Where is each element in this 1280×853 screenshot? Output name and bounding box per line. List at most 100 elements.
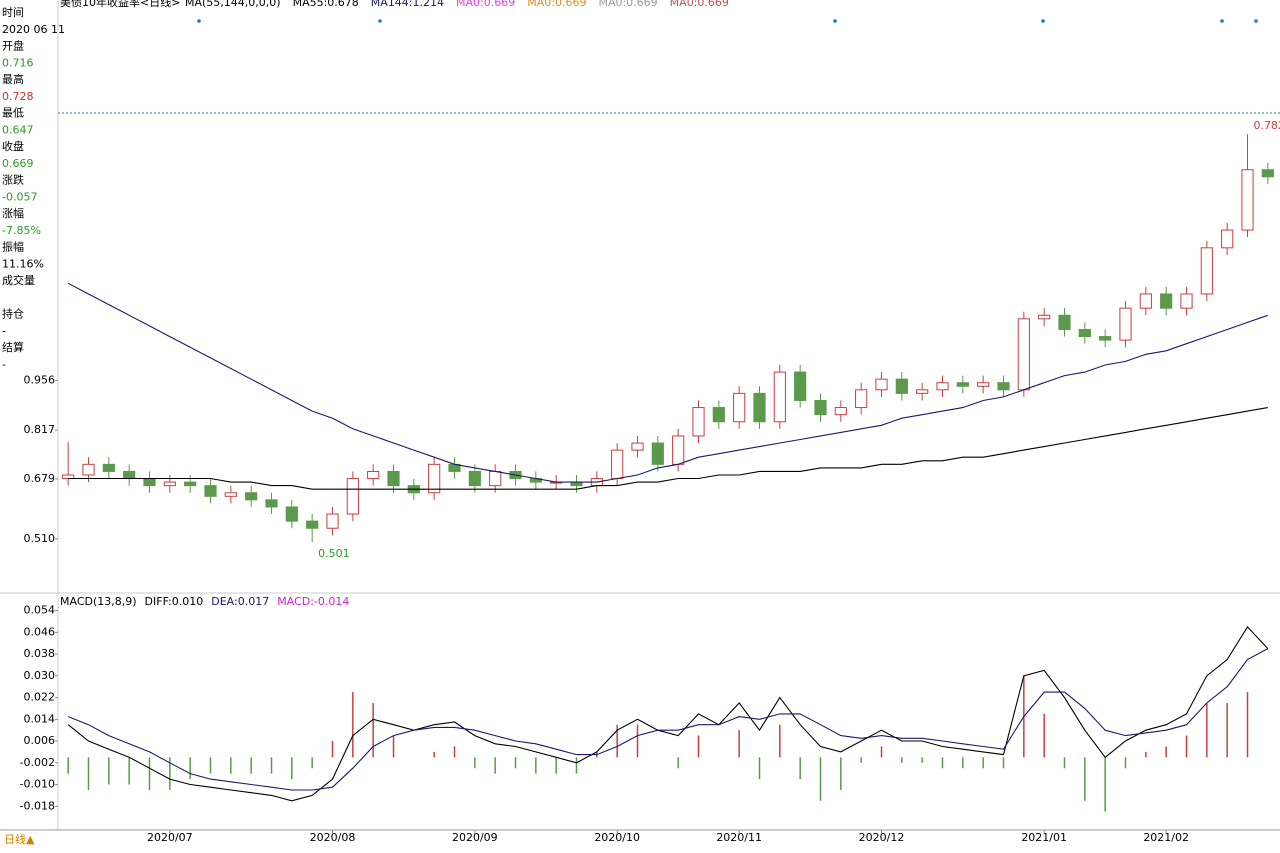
info-label: 涨跌 xyxy=(2,173,24,187)
candle-body xyxy=(204,485,217,497)
info-label: 持仓 xyxy=(2,307,24,321)
info-label: 成交量 xyxy=(2,273,35,287)
y-tick-label: 0.006 xyxy=(24,734,56,747)
candle-body xyxy=(895,378,908,394)
candle-body xyxy=(733,392,746,423)
candle-body xyxy=(1058,314,1071,330)
marker-dot xyxy=(1254,19,1258,23)
marker-dot xyxy=(1041,19,1045,23)
info-value: 0.669 xyxy=(2,157,34,170)
candle-body xyxy=(855,389,868,409)
x-tick-label: 2020/12 xyxy=(859,831,905,844)
info-value: 2020 06 11 xyxy=(2,23,65,36)
candle-body xyxy=(367,470,380,480)
candle-body xyxy=(468,470,481,487)
candle-body xyxy=(82,463,95,476)
candle-body xyxy=(1221,229,1234,249)
candle-body xyxy=(1139,293,1152,309)
candle-body xyxy=(428,463,441,494)
candle-body xyxy=(346,478,359,515)
legend-entry: MA144:1.214 xyxy=(371,0,444,9)
info-label: 最低 xyxy=(2,107,24,120)
info-value: -0.057 xyxy=(2,191,37,204)
candle-body xyxy=(489,470,502,487)
candle-body xyxy=(1241,169,1254,231)
candle-body xyxy=(631,442,644,451)
candle-body xyxy=(773,371,786,423)
marker-dot xyxy=(378,19,382,23)
macd-title: MACD(13,8,9) xyxy=(60,595,137,608)
y-tick-label: -0.002 xyxy=(20,756,55,769)
candle-body xyxy=(326,513,339,529)
candle-body xyxy=(997,382,1010,391)
candle-body xyxy=(224,492,237,497)
candle-body xyxy=(387,470,400,487)
x-tick-label: 2020/08 xyxy=(310,831,356,844)
candle-body xyxy=(753,392,766,423)
legend-entry: DEA:0.017 xyxy=(211,595,269,608)
y-tick-label: 0.046 xyxy=(24,625,56,638)
x-tick-label: 2020/07 xyxy=(147,831,193,844)
min-label: 0.501 xyxy=(318,547,350,560)
y-tick-label: 0.956 xyxy=(24,374,56,387)
y-tick-label: 0.038 xyxy=(24,647,56,660)
macd-line xyxy=(67,626,1269,802)
marker-dot xyxy=(1220,19,1224,23)
legend-entry: DIFF:0.010 xyxy=(145,595,204,608)
y-tick-label: -0.018 xyxy=(20,799,55,812)
indicator-label: MA(55,144,0,0,0) xyxy=(185,0,281,9)
y-tick-label: 0.679 xyxy=(24,472,56,485)
info-label: 最高 xyxy=(2,72,24,86)
candle-body xyxy=(265,499,278,508)
candle-body xyxy=(306,520,319,529)
marker-dot xyxy=(197,19,201,23)
x-tick-label: 2020/11 xyxy=(716,831,762,844)
candle-body xyxy=(651,442,664,465)
candle-body xyxy=(977,382,990,387)
candle-body xyxy=(936,382,949,391)
x-tick-label: 2021/01 xyxy=(1021,831,1067,844)
candle-body xyxy=(712,407,725,423)
candle-body xyxy=(1261,169,1274,178)
candle-body xyxy=(692,407,705,437)
period-tab[interactable]: 日线▲ xyxy=(4,832,35,846)
y-tick-label: 0.054 xyxy=(24,604,56,617)
y-tick-label: 0.014 xyxy=(24,712,56,725)
info-label: 涨幅 xyxy=(2,207,24,220)
x-tick-label: 2020/09 xyxy=(452,831,498,844)
y-tick-label: 0.022 xyxy=(24,691,56,704)
candle-body xyxy=(1017,318,1030,391)
info-value: - xyxy=(2,325,6,338)
y-tick-label: 0.510 xyxy=(24,532,56,545)
candle-body xyxy=(956,382,969,387)
ma-line xyxy=(68,407,1268,490)
legend-entry: MA0:0.669 xyxy=(670,0,729,9)
candle-body xyxy=(123,470,136,480)
candle-body xyxy=(814,399,827,416)
info-label: 振幅 xyxy=(2,240,24,254)
max-label: 0.782 xyxy=(1254,119,1280,132)
markers xyxy=(197,19,1258,23)
candle-body xyxy=(285,506,298,522)
candle-body xyxy=(1180,293,1193,309)
x-tick-label: 2020/10 xyxy=(594,831,640,844)
info-value: 0.647 xyxy=(2,124,34,137)
candle-body xyxy=(611,449,624,480)
candle-body xyxy=(1119,307,1132,341)
info-label: 开盘 xyxy=(2,39,24,53)
info-value: 11.16% xyxy=(2,258,44,271)
info-value: 0.716 xyxy=(2,57,34,70)
candle-body xyxy=(245,492,258,501)
chart-title: 美债10年收益率<日线> xyxy=(60,0,180,9)
y-tick-label: -0.010 xyxy=(20,778,55,791)
macd-line xyxy=(67,648,1269,791)
ma-line xyxy=(67,282,1268,483)
info-value: - xyxy=(2,358,6,371)
candle-body xyxy=(1160,293,1173,309)
candle-body xyxy=(875,378,888,391)
legend-entry: MA0:0.669 xyxy=(456,0,515,9)
candle-body xyxy=(1078,328,1091,338)
legend-entry: MA0:0.669 xyxy=(598,0,657,9)
